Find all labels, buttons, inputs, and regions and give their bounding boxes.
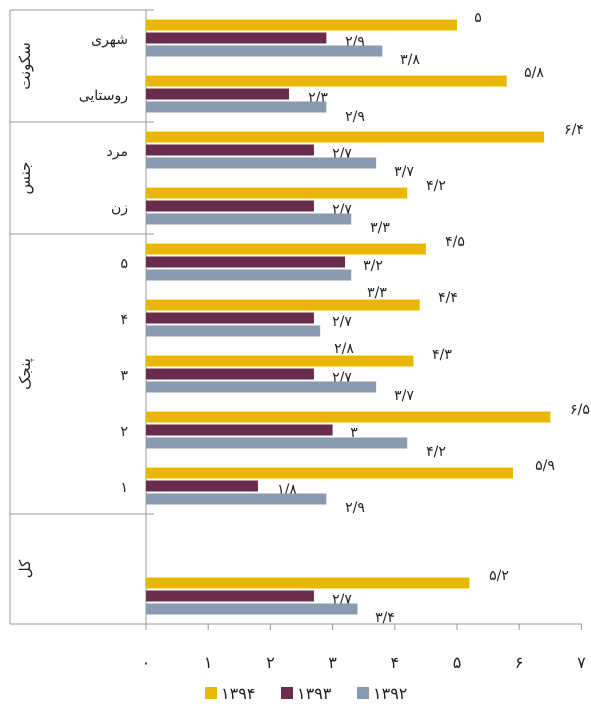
- group-label-1: جنس: [16, 162, 34, 195]
- x-tick-label-6: ۶: [515, 653, 524, 672]
- bar-series2-cat6: [146, 381, 377, 393]
- bar-series2-cat7: [146, 437, 408, 449]
- data-label-series2-cat9: ۳/۴: [375, 610, 395, 626]
- data-label-series1-cat7: ۳: [350, 425, 358, 441]
- bar-series0-cat9: [146, 577, 470, 589]
- data-label-series0-cat4: ۴/۵: [445, 234, 465, 250]
- category-label-7: ۲: [120, 424, 128, 440]
- bar-series2-cat2: [146, 157, 377, 169]
- bar-series2-cat9: [146, 603, 358, 615]
- data-label-series2-cat0: ۳/۸: [400, 52, 420, 68]
- data-label-series0-cat9: ۵/۲: [489, 568, 509, 584]
- group-label-3: کل: [16, 559, 34, 578]
- bar-series0-cat2: [146, 131, 545, 143]
- bar-series2-cat4: [146, 269, 352, 281]
- legend-swatch-0: [205, 687, 217, 699]
- data-label-series2-cat7: ۴/۲: [426, 444, 446, 460]
- bar-series0-cat8: [146, 467, 513, 479]
- bar-series1-cat8: [146, 480, 258, 492]
- category-label-4: ۵: [120, 256, 128, 272]
- data-label-series0-cat8: ۵/۹: [535, 458, 555, 474]
- data-label-series2-cat6: ۳/۷: [394, 388, 414, 404]
- data-label-series0-cat5: ۴/۴: [438, 290, 458, 306]
- data-label-series2-cat5: ۲/۸: [334, 341, 354, 357]
- bar-series2-cat3: [146, 213, 352, 225]
- data-label-series2-cat8: ۲/۹: [345, 500, 365, 516]
- bar-series0-cat3: [146, 187, 408, 199]
- bar-series1-cat0: [146, 32, 327, 44]
- data-label-series0-cat3: ۴/۲: [426, 178, 446, 194]
- bar-series1-cat2: [146, 144, 314, 156]
- bar-series0-cat6: [146, 355, 414, 367]
- bar-series0-cat7: [146, 411, 551, 423]
- bar-series1-cat7: [146, 424, 333, 436]
- x-tick-label-4: ۴: [391, 653, 400, 672]
- bar-series1-cat4: [146, 256, 346, 268]
- category-label-2: مرد: [107, 144, 128, 160]
- legend-swatch-2: [357, 687, 369, 699]
- data-label-series0-cat0: ۵: [474, 10, 482, 26]
- bar-series1-cat5: [146, 312, 314, 324]
- bar-series1-cat1: [146, 88, 290, 100]
- x-tick-label-1: ۱: [204, 653, 213, 672]
- data-label-series2-cat4: ۳/۳: [367, 285, 387, 301]
- bar-series1-cat9: [146, 590, 314, 602]
- bar-series0-cat1: [146, 75, 507, 87]
- x-tick-label-2: ۲: [266, 653, 275, 672]
- category-label-1: روستایی: [79, 88, 128, 104]
- data-label-series2-cat2: ۳/۷: [394, 164, 414, 180]
- category-label-6: ۳: [120, 368, 128, 384]
- legend-label-1: ۱۳۹۳: [297, 684, 332, 703]
- bar-series0-cat4: [146, 243, 426, 255]
- legend-label-0: ۱۳۹۴: [221, 684, 255, 703]
- bar-series1-cat6: [146, 368, 314, 380]
- data-label-series0-cat2: ۶/۴: [564, 122, 584, 138]
- data-label-series2-cat1: ۲/۹: [345, 109, 365, 125]
- group-label-0: سکونت: [16, 42, 34, 90]
- bar-series2-cat1: [146, 101, 327, 113]
- category-label-0: شهری: [91, 32, 128, 48]
- x-tick-label-7: ۷: [577, 653, 586, 672]
- data-label-series0-cat6: ۴/۳: [432, 347, 452, 363]
- bar-series2-cat8: [146, 493, 327, 505]
- x-tick-label-5: ۵: [453, 653, 462, 672]
- data-label-series2-cat3: ۳/۳: [370, 220, 390, 236]
- data-label-series1-cat4: ۳/۲: [363, 258, 383, 274]
- category-label-5: ۴: [120, 312, 128, 328]
- group-label-2: پنجک: [16, 358, 35, 390]
- bar-series1-cat3: [146, 200, 314, 212]
- data-label-series0-cat7: ۶/۵: [570, 402, 590, 418]
- x-tick-label-3: ۳: [328, 653, 337, 672]
- bar-series2-cat5: [146, 325, 321, 337]
- bar-series0-cat5: [146, 299, 420, 311]
- category-label-8: ۱: [120, 480, 128, 496]
- data-label-series0-cat1: ۵/۸: [524, 65, 544, 81]
- category-label-3: زن: [111, 200, 128, 216]
- data-label-series1-cat5: ۲/۷: [332, 314, 352, 330]
- x-tick-label-0: ۰: [142, 653, 151, 672]
- legend-label-2: ۱۳۹۲: [373, 684, 407, 703]
- bar-series2-cat0: [146, 45, 383, 57]
- legend-swatch-1: [281, 687, 293, 699]
- bar-series0-cat0: [146, 19, 457, 31]
